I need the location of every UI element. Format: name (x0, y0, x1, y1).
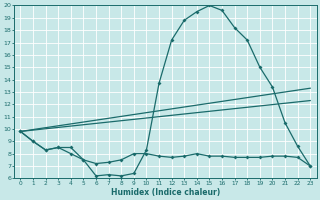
X-axis label: Humidex (Indice chaleur): Humidex (Indice chaleur) (111, 188, 220, 197)
